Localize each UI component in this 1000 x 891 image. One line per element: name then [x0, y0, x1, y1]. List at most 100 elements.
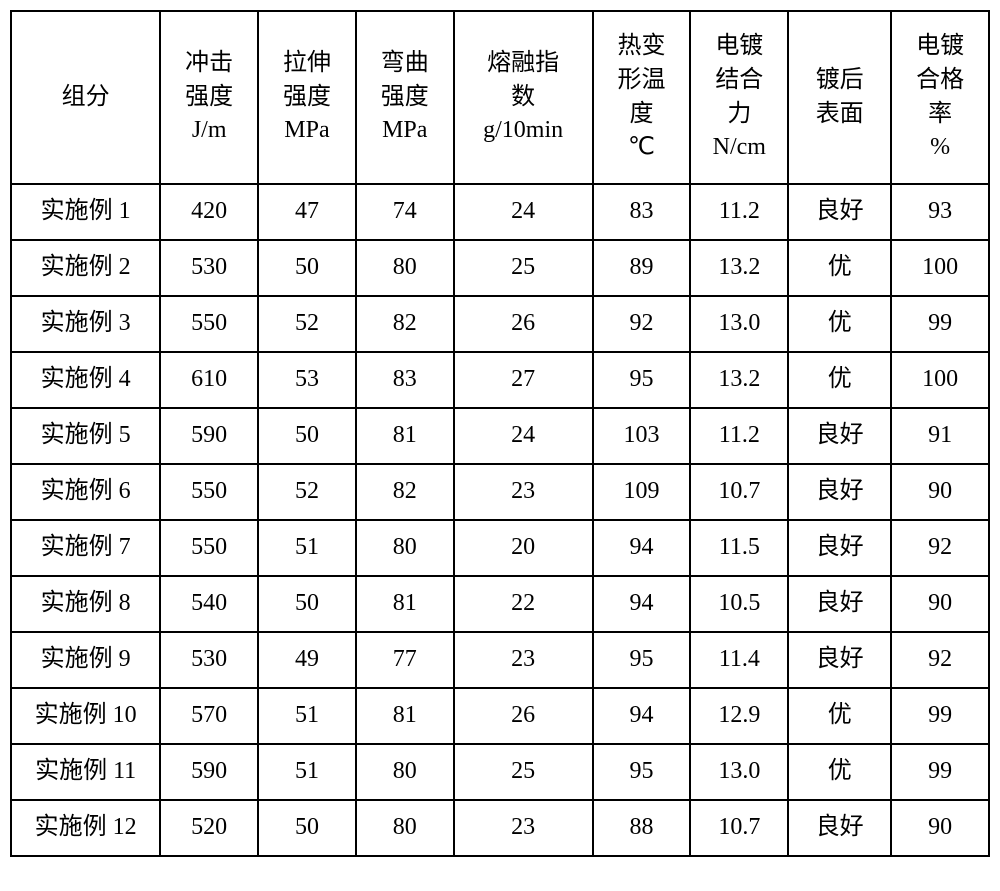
- col-header-text: MPa: [263, 114, 351, 148]
- cell: 92: [891, 520, 989, 576]
- cell: 20: [454, 520, 593, 576]
- cell: 24: [454, 408, 593, 464]
- table-row: 实施例 46105383279513.2优100: [11, 352, 989, 408]
- cell: 99: [891, 296, 989, 352]
- cell: 90: [891, 576, 989, 632]
- data-table: 组分 冲击强度J/m 拉伸强度MPa 弯曲强度MPa 熔融指数g/10min 热…: [10, 10, 990, 857]
- col-header-1: 冲击强度J/m: [160, 11, 258, 184]
- cell: 50: [258, 408, 356, 464]
- cell: 103: [593, 408, 691, 464]
- cell: 良好: [788, 800, 891, 856]
- cell: 53: [258, 352, 356, 408]
- col-header-text: 电镀: [896, 30, 984, 64]
- table-header-row: 组分 冲击强度J/m 拉伸强度MPa 弯曲强度MPa 熔融指数g/10min 热…: [11, 11, 989, 184]
- cell: 10.5: [690, 576, 788, 632]
- col-header-text: ℃: [598, 131, 686, 165]
- cell: 80: [356, 520, 454, 576]
- table-body: 实施例 14204774248311.2良好93 实施例 25305080258…: [11, 184, 989, 856]
- table-row: 实施例 125205080238810.7良好90: [11, 800, 989, 856]
- col-header-2: 拉伸强度MPa: [258, 11, 356, 184]
- cell: 52: [258, 296, 356, 352]
- cell: 26: [454, 296, 593, 352]
- cell: 109: [593, 464, 691, 520]
- cell: 25: [454, 744, 593, 800]
- cell: 80: [356, 744, 454, 800]
- cell: 27: [454, 352, 593, 408]
- cell: 优: [788, 688, 891, 744]
- col-header-text: %: [896, 131, 984, 165]
- cell: 良好: [788, 464, 891, 520]
- cell: 50: [258, 800, 356, 856]
- cell: 82: [356, 464, 454, 520]
- cell: 590: [160, 744, 258, 800]
- cell: 23: [454, 464, 593, 520]
- col-header-text: 拉伸: [263, 47, 351, 81]
- cell: 590: [160, 408, 258, 464]
- table-row: 实施例 75505180209411.5良好92: [11, 520, 989, 576]
- col-header-text: 强度: [263, 81, 351, 115]
- cell: 74: [356, 184, 454, 240]
- table-row: 实施例 95304977239511.4良好92: [11, 632, 989, 688]
- cell: 95: [593, 744, 691, 800]
- col-header-text: 组分: [16, 81, 155, 115]
- cell: 540: [160, 576, 258, 632]
- table-row: 实施例 14204774248311.2良好93: [11, 184, 989, 240]
- cell: 13.0: [690, 744, 788, 800]
- cell: 610: [160, 352, 258, 408]
- col-header-text: 数: [459, 81, 588, 115]
- cell: 83: [356, 352, 454, 408]
- cell: 530: [160, 240, 258, 296]
- col-header-text: 形温: [598, 64, 686, 98]
- col-header-0: 组分: [11, 11, 160, 184]
- cell: 实施例 8: [11, 576, 160, 632]
- cell: 良好: [788, 632, 891, 688]
- cell: 95: [593, 352, 691, 408]
- table-row: 实施例 25305080258913.2优100: [11, 240, 989, 296]
- cell: 100: [891, 240, 989, 296]
- cell: 550: [160, 296, 258, 352]
- cell: 10.7: [690, 800, 788, 856]
- cell: 11.4: [690, 632, 788, 688]
- cell: 80: [356, 800, 454, 856]
- cell: 81: [356, 688, 454, 744]
- cell: 优: [788, 352, 891, 408]
- col-header-text: 强度: [361, 81, 449, 115]
- cell: 52: [258, 464, 356, 520]
- col-header-text: g/10min: [459, 114, 588, 148]
- cell: 100: [891, 352, 989, 408]
- col-header-text: 热变: [598, 30, 686, 64]
- cell: 实施例 12: [11, 800, 160, 856]
- cell: 11.2: [690, 408, 788, 464]
- cell: 420: [160, 184, 258, 240]
- cell: 92: [891, 632, 989, 688]
- col-header-text: 电镀: [695, 30, 783, 64]
- cell: 51: [258, 744, 356, 800]
- cell: 91: [891, 408, 989, 464]
- cell: 88: [593, 800, 691, 856]
- table-row: 实施例 559050812410311.2良好91: [11, 408, 989, 464]
- cell: 520: [160, 800, 258, 856]
- cell: 92: [593, 296, 691, 352]
- cell: 77: [356, 632, 454, 688]
- cell: 93: [891, 184, 989, 240]
- cell: 实施例 5: [11, 408, 160, 464]
- cell: 50: [258, 240, 356, 296]
- cell: 实施例 2: [11, 240, 160, 296]
- cell: 10.7: [690, 464, 788, 520]
- cell: 80: [356, 240, 454, 296]
- col-header-text: N/cm: [695, 131, 783, 165]
- cell: 81: [356, 408, 454, 464]
- cell: 优: [788, 744, 891, 800]
- table-row: 实施例 115905180259513.0优99: [11, 744, 989, 800]
- col-header-8: 电镀合格率%: [891, 11, 989, 184]
- col-header-text: 强度: [165, 81, 253, 115]
- cell: 26: [454, 688, 593, 744]
- cell: 13.0: [690, 296, 788, 352]
- cell: 94: [593, 520, 691, 576]
- cell: 99: [891, 744, 989, 800]
- col-header-7: 镀后表面: [788, 11, 891, 184]
- col-header-3: 弯曲强度MPa: [356, 11, 454, 184]
- table-row: 实施例 105705181269412.9优99: [11, 688, 989, 744]
- cell: 良好: [788, 520, 891, 576]
- cell: 12.9: [690, 688, 788, 744]
